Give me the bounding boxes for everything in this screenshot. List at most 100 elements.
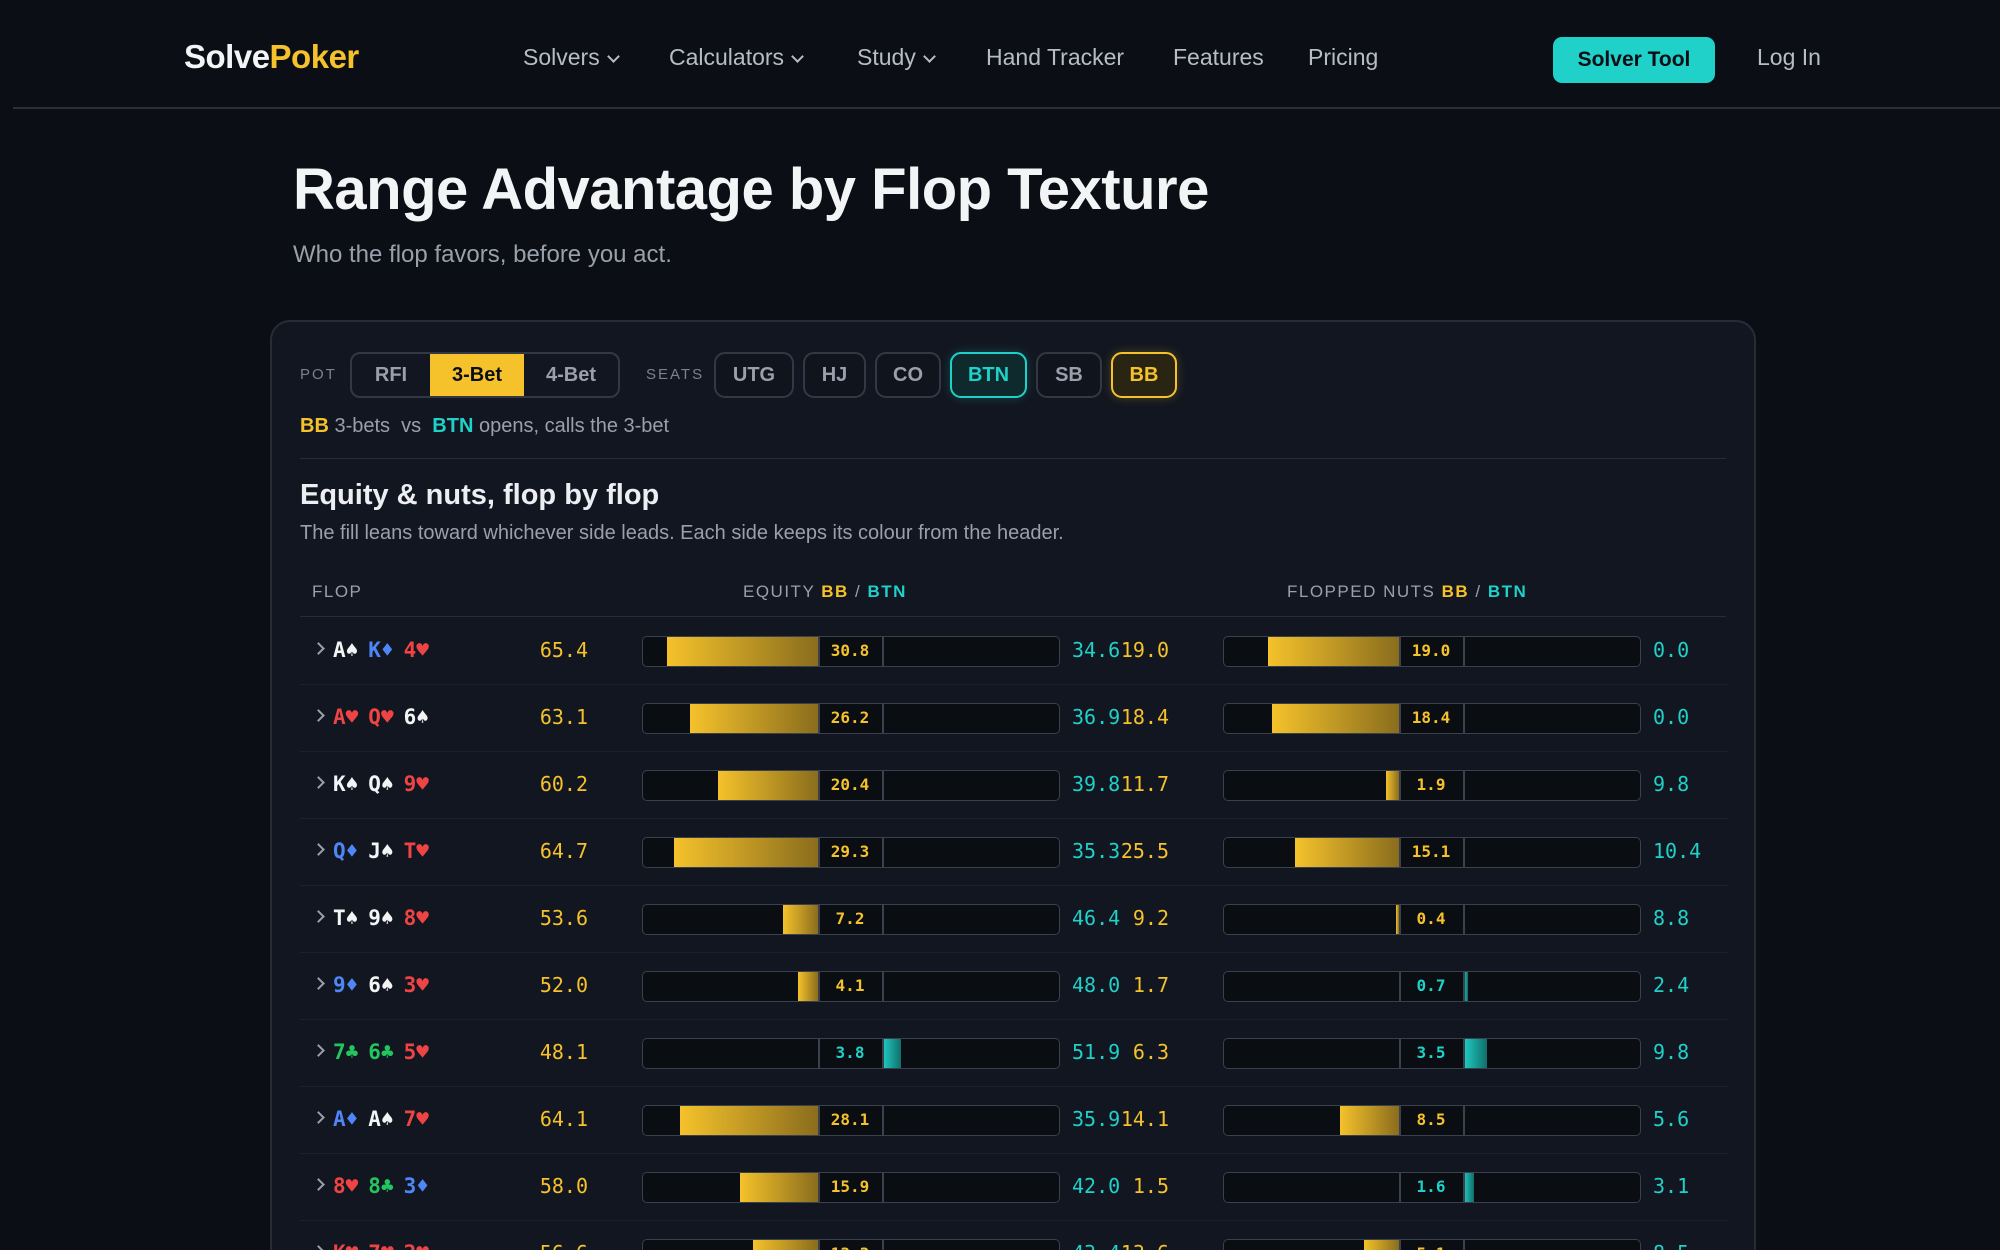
flop-cards: Q♦ J♠ T♥ [333, 839, 439, 863]
bar-split-right [882, 905, 884, 934]
seat-bb[interactable]: BB [1111, 352, 1177, 398]
bar-split-left [1399, 972, 1401, 1001]
table-row[interactable]: K♠ Q♠ 9♥ 60.2 20.4 39.8 11.7 1.9 9.8 [300, 752, 1728, 819]
bb-lead-fill [1340, 1106, 1399, 1135]
nuts-difference-label: 1.9 [1416, 775, 1446, 794]
bb-lead-fill [1385, 771, 1399, 800]
seat-utg[interactable]: UTG [714, 352, 794, 398]
equity-difference-label: 28.1 [830, 1110, 870, 1129]
card: K♥ [333, 1241, 358, 1250]
card: T♥ [403, 839, 429, 863]
table-row[interactable]: K♥ 7♥ 2♥ 56.6 13.3 43.413.6 5.1 8.5 [300, 1221, 1728, 1250]
login-link[interactable]: Log In [1757, 44, 1821, 70]
equity-bb-value: 60.2 [539, 772, 588, 796]
bar-split-right [1463, 905, 1465, 934]
card: A♠ [333, 638, 359, 662]
chevron-right-icon[interactable] [312, 776, 325, 789]
matchup-a-text: 3-bets [334, 415, 391, 437]
table-row[interactable]: A♥ Q♥ 6♠ 63.1 26.2 36.9 18.4 18.4 0.0 [300, 685, 1728, 752]
bb-lead-fill [797, 972, 818, 1001]
equity-btn-value: 36.9 [1072, 705, 1121, 729]
table-row[interactable]: A♦ A♠ 7♥ 64.1 28.1 35.9 14.1 8.5 5.6 [300, 1087, 1728, 1154]
table-row[interactable]: 9♦ 6♠ 3♥ 52.0 4.1 48.0 1.7 0.7 2.4 [300, 953, 1728, 1020]
logo[interactable]: SolvePoker [184, 38, 359, 76]
nuts-btn-value: 9.8 [1653, 1040, 1690, 1064]
col-nuts-a: BB [1441, 582, 1470, 601]
chevron-right-icon[interactable] [312, 843, 325, 856]
bar-split-left [818, 1173, 820, 1202]
chevron-right-icon[interactable] [312, 1245, 325, 1250]
bar-split-right [1463, 704, 1465, 733]
equity-bb-value: 53.6 [539, 906, 588, 930]
chevron-right-icon[interactable] [312, 910, 325, 923]
equity-advantage-bar: 29.3 [642, 837, 1060, 868]
seat-sb[interactable]: SB [1036, 352, 1102, 398]
panel-divider [300, 458, 1726, 459]
chevron-right-icon[interactable] [312, 1111, 325, 1124]
bar-split-right [1463, 771, 1465, 800]
card: 6♣ [368, 1040, 394, 1064]
chevron-right-icon[interactable] [312, 1178, 325, 1191]
nuts-difference-label: 15.1 [1411, 842, 1451, 861]
bar-split-left [818, 1240, 820, 1250]
bar-split-right [1463, 1173, 1465, 1202]
nuts-btn-value: 8.8 [1653, 906, 1690, 930]
col-nuts-b: BTN [1487, 582, 1528, 601]
nuts-bb-value: 1.5 [1132, 1174, 1169, 1198]
nav-features[interactable]: Features [1173, 44, 1264, 70]
table-row[interactable]: T♠ 9♠ 8♥ 53.6 7.2 46.4 9.2 0.4 8.8 [300, 886, 1728, 953]
seat-hj[interactable]: HJ [803, 352, 866, 398]
chevron-down-icon [922, 50, 936, 63]
seat-co[interactable]: CO [875, 352, 941, 398]
nuts-difference-label: 8.5 [1416, 1110, 1446, 1129]
nav-pricing[interactable]: Pricing [1308, 44, 1379, 70]
bb-lead-fill [752, 1240, 818, 1250]
nav-study[interactable]: Study [857, 44, 936, 71]
equity-advantage-bar: 28.1 [642, 1105, 1060, 1136]
table-row[interactable]: A♠ K♦ 4♥ 65.4 30.8 34.6 19.0 19.0 0.0 [300, 618, 1728, 685]
matchup-b-text: opens, calls the 3-bet [478, 415, 670, 437]
card: 3♥ [403, 973, 429, 997]
nuts-difference-label: 1.6 [1416, 1177, 1446, 1196]
chevron-right-icon[interactable] [312, 1044, 325, 1057]
solver-tool-button[interactable]: Solver Tool [1553, 37, 1715, 83]
pot-option-3bet[interactable]: 3-Bet [430, 354, 524, 396]
flop-cards: 7♣ 6♣ 5♥ [333, 1040, 439, 1064]
card: 8♣ [368, 1174, 394, 1198]
card: 9♥ [403, 772, 429, 796]
chevron-down-icon [606, 50, 620, 63]
equity-difference-label: 20.4 [830, 775, 870, 794]
pot-selector: RFI 3-Bet 4-Bet [350, 352, 620, 398]
chevron-right-icon[interactable] [312, 642, 325, 655]
nav-divider [13, 107, 2000, 109]
seat-btn[interactable]: BTN [950, 352, 1027, 398]
equity-advantage-bar: 15.9 [642, 1172, 1060, 1203]
equity-btn-value: 48.0 [1072, 973, 1121, 997]
pot-option-rfi[interactable]: RFI [374, 364, 408, 386]
table-row[interactable]: 7♣ 6♣ 5♥ 48.1 3.8 51.9 6.3 3.5 9.8 [300, 1020, 1728, 1087]
card: 4♥ [403, 638, 429, 662]
pot-option-4bet[interactable]: 4-Bet [545, 364, 596, 386]
equity-btn-value: 39.8 [1072, 772, 1121, 796]
nuts-bb-value: 25.5 [1120, 839, 1169, 863]
equity-difference-label: 3.8 [835, 1043, 865, 1062]
table-row[interactable]: 8♥ 8♣ 3♦ 58.0 15.9 42.0 1.5 1.6 3.1 [300, 1154, 1728, 1221]
nav-solvers[interactable]: Solvers [523, 44, 620, 71]
card: A♦ [333, 1107, 359, 1131]
table-row[interactable]: Q♦ J♠ T♥ 64.7 29.3 35.3 25.5 15.1 10.4 [300, 819, 1728, 886]
nav-calculators[interactable]: Calculators [669, 44, 804, 71]
chevron-right-icon[interactable] [312, 977, 325, 990]
bar-split-left [1399, 1240, 1401, 1250]
bar-split-left [1399, 771, 1401, 800]
nuts-bb-value: 18.4 [1120, 705, 1169, 729]
chevron-right-icon[interactable] [312, 709, 325, 722]
card: 7♥ [403, 1107, 429, 1131]
nuts-difference-label: 3.5 [1416, 1043, 1446, 1062]
equity-difference-label: 15.9 [830, 1177, 870, 1196]
nav-solvers-label: Solvers [523, 44, 600, 70]
nav-hand-tracker[interactable]: Hand Tracker [986, 44, 1125, 70]
equity-advantage-bar: 4.1 [642, 971, 1060, 1002]
card: Q♦ [333, 839, 359, 863]
card: 9♠ [368, 906, 394, 930]
col-header-nuts: FLOPPED NUTS BB / BTN [1287, 582, 1527, 602]
